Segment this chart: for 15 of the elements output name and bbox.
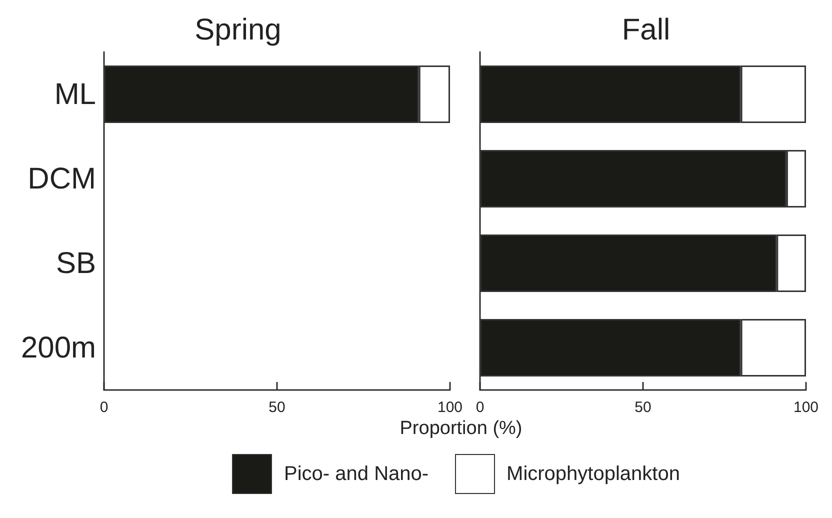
- x-tick-label: 100: [437, 399, 463, 416]
- x-tick-label: 50: [634, 399, 652, 416]
- x-axis-title: Proportion (%): [398, 418, 524, 440]
- chart-title: Fall: [622, 14, 670, 46]
- x-tick-label: 50: [268, 399, 286, 416]
- y-tick-label: SB: [56, 246, 96, 280]
- legend-label: Microphytoplankton: [506, 462, 680, 486]
- chart-title: Spring: [194, 14, 282, 46]
- x-tick-label: 100: [793, 399, 819, 416]
- y-tick-label: 200m: [20, 331, 96, 364]
- legend-label: Pico- and Nano-: [284, 462, 429, 486]
- y-tick-label: ML: [54, 78, 96, 111]
- y-tick-label: DCM: [28, 162, 96, 196]
- x-tick-label: 0: [100, 399, 108, 416]
- x-tick-label: 0: [476, 399, 484, 416]
